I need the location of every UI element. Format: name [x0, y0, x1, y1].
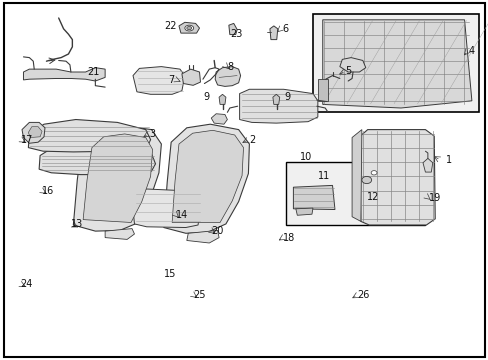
- Text: 24: 24: [20, 279, 33, 289]
- Text: 15: 15: [163, 269, 176, 279]
- Polygon shape: [351, 130, 361, 221]
- Text: 13: 13: [71, 219, 83, 229]
- Text: 11: 11: [317, 171, 329, 181]
- Text: 6: 6: [282, 24, 288, 34]
- Polygon shape: [317, 79, 327, 101]
- Polygon shape: [179, 22, 199, 33]
- Text: 26: 26: [356, 290, 368, 300]
- Ellipse shape: [370, 171, 376, 175]
- Text: 4: 4: [468, 46, 474, 56]
- Polygon shape: [359, 130, 434, 225]
- Polygon shape: [73, 126, 161, 231]
- Polygon shape: [293, 185, 334, 210]
- Polygon shape: [339, 58, 365, 72]
- Polygon shape: [132, 189, 201, 228]
- Polygon shape: [83, 134, 152, 222]
- Polygon shape: [105, 229, 134, 239]
- Text: 7: 7: [168, 75, 174, 85]
- Text: 25: 25: [193, 290, 205, 300]
- Text: 8: 8: [227, 62, 233, 72]
- Polygon shape: [22, 122, 45, 143]
- Text: 20: 20: [211, 226, 223, 236]
- Polygon shape: [228, 23, 237, 35]
- Bar: [312, 14, 478, 112]
- Polygon shape: [269, 26, 277, 40]
- Text: 12: 12: [366, 192, 378, 202]
- Polygon shape: [23, 68, 105, 81]
- Text: 1: 1: [445, 155, 451, 165]
- Polygon shape: [295, 208, 312, 215]
- Polygon shape: [172, 130, 243, 222]
- Text: 2: 2: [249, 135, 255, 145]
- Polygon shape: [211, 114, 227, 124]
- Text: 10: 10: [299, 152, 311, 162]
- Text: 22: 22: [164, 21, 177, 31]
- Text: 5: 5: [344, 66, 350, 76]
- Text: 19: 19: [428, 193, 441, 203]
- Text: 23: 23: [229, 29, 242, 39]
- Polygon shape: [182, 69, 200, 85]
- Polygon shape: [422, 158, 432, 172]
- Polygon shape: [215, 67, 240, 86]
- Text: 17: 17: [20, 135, 33, 145]
- Text: 3: 3: [149, 129, 155, 139]
- Polygon shape: [239, 89, 317, 123]
- Polygon shape: [163, 124, 249, 233]
- Ellipse shape: [361, 176, 371, 184]
- Ellipse shape: [186, 26, 191, 30]
- Text: 16: 16: [41, 186, 54, 196]
- Text: 18: 18: [282, 233, 294, 243]
- Polygon shape: [272, 94, 279, 104]
- Text: 9: 9: [284, 92, 290, 102]
- Ellipse shape: [184, 25, 193, 31]
- Text: 9: 9: [203, 92, 209, 102]
- Polygon shape: [219, 94, 225, 104]
- Bar: [285, 162, 425, 225]
- Polygon shape: [39, 144, 155, 175]
- Text: 21: 21: [87, 67, 99, 77]
- Polygon shape: [28, 127, 42, 138]
- Polygon shape: [186, 230, 219, 243]
- Polygon shape: [28, 120, 150, 152]
- Polygon shape: [322, 20, 471, 108]
- Polygon shape: [133, 67, 184, 94]
- Text: 14: 14: [176, 210, 188, 220]
